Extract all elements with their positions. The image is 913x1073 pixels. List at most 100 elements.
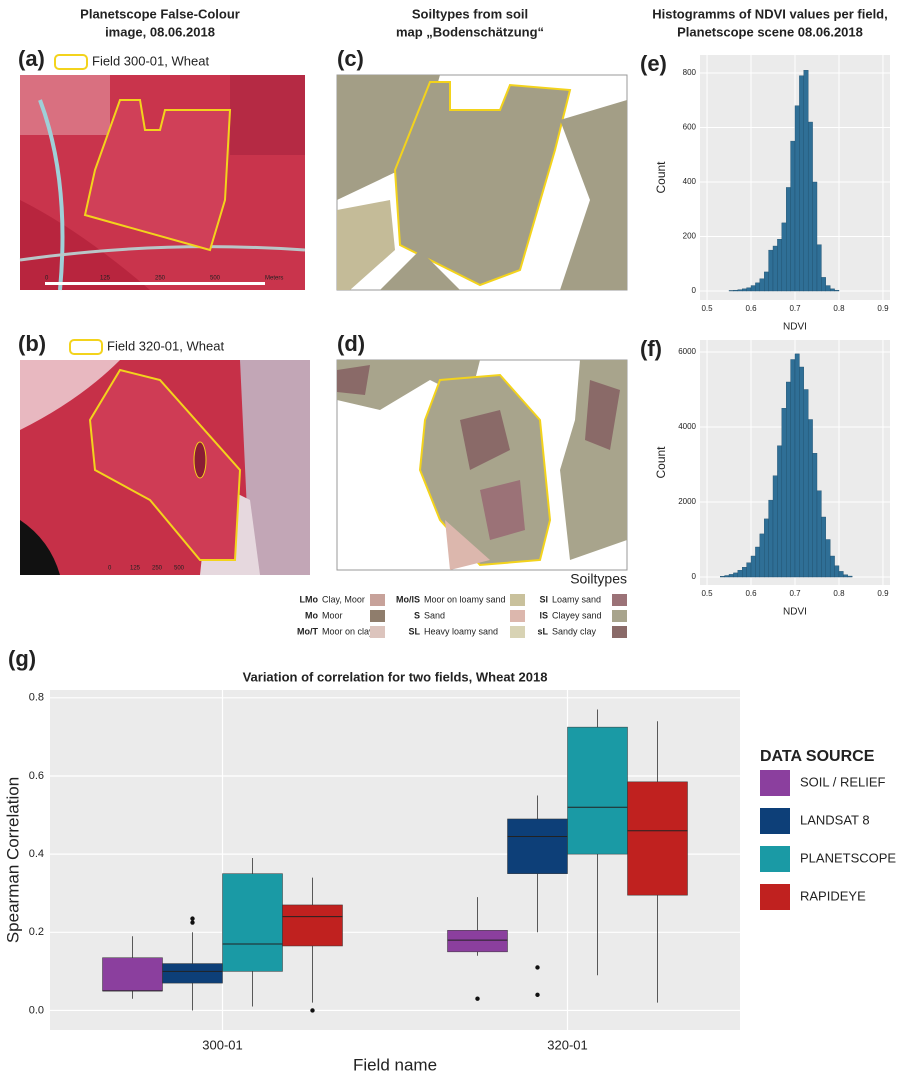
- histogram-bar: [835, 566, 839, 577]
- histogram-bar: [764, 519, 768, 577]
- y-tick-label: 800: [683, 68, 697, 77]
- x-tick-label: 0.8: [833, 589, 845, 598]
- soil-swatch: [612, 626, 627, 638]
- histogram-bar: [821, 277, 825, 291]
- outlier: [310, 1008, 314, 1012]
- soil-swatch: [370, 610, 385, 622]
- soil-code: Mo/T: [297, 626, 318, 636]
- legend-label: RAPIDEYE: [800, 888, 866, 903]
- soil-code: Mo: [305, 610, 318, 620]
- histogram-bar: [747, 288, 751, 291]
- soil-code: LMo: [300, 594, 319, 604]
- x-tick-label: 0.8: [833, 304, 845, 313]
- scale-label: 125: [130, 566, 141, 572]
- histogram-bar: [821, 517, 825, 577]
- soil-label: Moor on clay: [322, 626, 374, 636]
- y-tick-label: 0: [692, 572, 697, 581]
- panel-title: Soiltypes from soil: [412, 6, 528, 21]
- soil-code: S: [414, 610, 420, 620]
- x-tick-label: 300-01: [202, 1037, 242, 1052]
- panel-title: Histogramms of NDVI values per field,: [652, 6, 888, 21]
- histogram-bar: [791, 141, 795, 291]
- histogram-bar: [764, 272, 768, 291]
- histogram-bar: [782, 223, 786, 291]
- panel-title: map „Bodenschätzung“: [396, 24, 544, 39]
- field-legend: Field 320-01, Wheat: [107, 338, 224, 353]
- y-axis-title: Count: [654, 446, 668, 479]
- x-axis-title: Field name: [353, 1055, 437, 1073]
- panel-label: (d): [337, 331, 365, 356]
- scale-label: 500: [174, 566, 185, 572]
- histogram-bar: [777, 446, 781, 577]
- histogram-bar: [799, 367, 803, 577]
- histogram-bar: [795, 106, 799, 291]
- box: [223, 874, 283, 972]
- histogram-bar: [720, 576, 724, 577]
- panel-label: (b): [18, 331, 46, 356]
- box: [103, 958, 163, 991]
- panel-title: image, 08.06.2018: [105, 24, 215, 39]
- scale-label: 500: [210, 276, 221, 282]
- soil-swatch: [612, 610, 627, 622]
- legend-swatch: [760, 770, 790, 796]
- soil-label: Moor on loamy sand: [424, 594, 506, 604]
- histogram-bar: [786, 382, 790, 577]
- scale-label: Meters: [265, 276, 283, 282]
- histogram-bar: [808, 122, 812, 291]
- soil-code: sL: [537, 626, 548, 636]
- image-b: [20, 360, 310, 575]
- histogram-bar: [729, 574, 733, 577]
- histogram-bar: [795, 354, 799, 577]
- x-tick-label: 0.9: [877, 304, 889, 313]
- histogram-bar: [817, 245, 821, 291]
- soil-label: Loamy sand: [552, 594, 601, 604]
- field-legend: Field 300-01, Wheat: [92, 53, 209, 68]
- outlier: [475, 997, 479, 1001]
- image-a: [20, 75, 305, 290]
- legend-title: DATA SOURCE: [760, 748, 875, 765]
- soil-label: Sand: [424, 610, 445, 620]
- x-axis-title: NDVI: [783, 322, 807, 333]
- x-tick-label: 0.7: [789, 589, 801, 598]
- box: [628, 782, 688, 895]
- box: [283, 905, 343, 946]
- box: [163, 964, 223, 984]
- histogram-bar: [830, 289, 834, 291]
- panel-label: (g): [8, 646, 36, 671]
- histogram-bar: [751, 286, 755, 291]
- panel-title: Planetscope False-Colour: [80, 6, 240, 21]
- histogram-bar: [843, 575, 847, 577]
- outlier: [190, 916, 194, 920]
- histogram-bar: [826, 540, 830, 578]
- histogram-bar: [777, 239, 781, 291]
- map-d: [337, 360, 627, 570]
- box: [568, 727, 628, 854]
- histogram-bar: [813, 453, 817, 577]
- soil-code: Sl: [539, 594, 548, 604]
- histogram-bar: [738, 570, 742, 577]
- x-tick-label: 0.9: [877, 589, 889, 598]
- soil-label: Clayey sand: [552, 610, 602, 620]
- y-tick-label: 2000: [678, 497, 696, 506]
- histogram-bar: [791, 360, 795, 578]
- soil-label: Moor: [322, 610, 343, 620]
- histogram-bar: [738, 290, 742, 291]
- y-axis-title: Count: [654, 161, 668, 194]
- histogram-bar: [808, 420, 812, 578]
- histogram-bar: [813, 182, 817, 291]
- chart-title: Variation of correlation for two fields,…: [243, 669, 548, 684]
- soil-code: lS: [539, 610, 548, 620]
- x-tick-label: 0.5: [701, 589, 713, 598]
- histogram-bar: [769, 250, 773, 291]
- x-tick-label: 0.7: [789, 304, 801, 313]
- y-tick-label: 0.6: [29, 770, 44, 782]
- x-tick-label: 320-01: [547, 1037, 587, 1052]
- y-tick-label: 0.0: [29, 1004, 44, 1016]
- histogram-bar: [729, 290, 733, 291]
- soil-label: Heavy loamy sand: [424, 626, 498, 636]
- histogram-bar: [782, 408, 786, 577]
- panel-label: (c): [337, 46, 364, 71]
- histogram-bar: [733, 573, 737, 577]
- y-tick-label: 0: [692, 286, 697, 295]
- box: [508, 819, 568, 874]
